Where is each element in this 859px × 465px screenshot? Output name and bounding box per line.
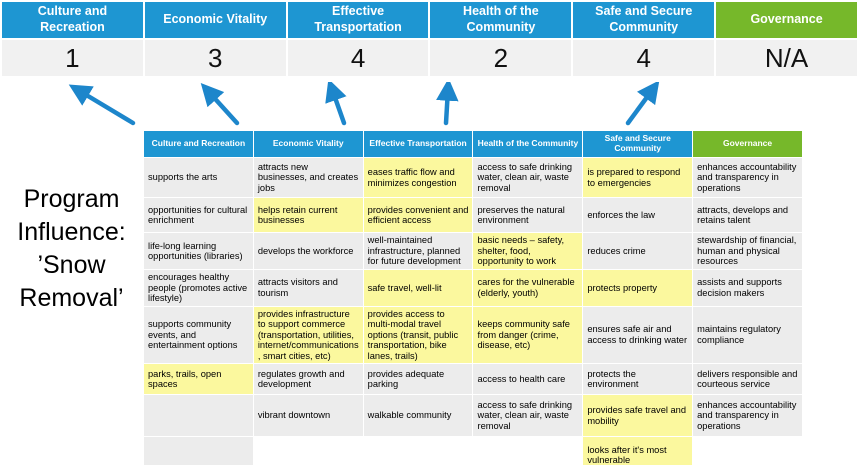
score-culture: 1 [2,40,143,76]
matrix-cell: enforces the law [582,197,694,233]
matrix-cell: provides access to multi-modal travel op… [362,305,474,364]
score-health: 2 [430,40,572,76]
priority-header-governance: Governance [716,2,857,38]
influence-arrow-3 [325,82,347,126]
matrix-header-transportation: Effective Transportation [362,130,474,158]
matrix-cell: opportunities for cultural enrichment [143,197,254,233]
matrix-cell: access to safe drinking water, clean air… [472,157,584,198]
matrix-cell [143,394,254,437]
matrix-cell: supports the arts [143,157,254,198]
priority-header-culture: Culture and Recreation [2,2,143,38]
matrix-cell: looks after it's most vulnerable [582,436,694,465]
matrix-cell [362,436,474,465]
matrix-header-health: Health of the Community [472,130,584,158]
matrix-cell: helps retain current businesses [252,197,364,233]
matrix-cell: vibrant downtown [252,394,364,437]
influence-arrow-2 [200,82,240,126]
influence-matrix: Culture and Recreation Economic Vitality… [143,130,803,465]
score-transportation: 4 [287,40,429,76]
matrix-cell: preserves the natural environment [472,197,584,233]
matrix-row: life-long learning opportunities (librar… [143,232,803,270]
matrix-row: looks after it's most vulnerable [143,436,803,465]
matrix-row: parks, trails, open spaces regulates gro… [143,363,803,395]
matrix-cell: stewardship of financial, human and phys… [692,232,803,270]
matrix-cell: assists and supports decision makers [692,269,803,307]
matrix-cell [143,436,254,465]
matrix-row: supports the arts attracts new businesse… [143,157,803,198]
matrix-cell: enhances accountability and transparency… [692,394,803,437]
priority-header-transportation: Effective Transportation [287,2,429,38]
matrix-cell: walkable community [362,394,474,437]
matrix-cell: access to safe drinking water, clean air… [472,394,584,437]
matrix-cell: protects property [582,269,694,307]
matrix-cell: reduces crime [582,232,694,270]
matrix-cell: provides convenient and efficient access [362,197,474,233]
matrix-row: opportunities for cultural enrichment he… [143,197,803,233]
score-band: 1 3 4 2 4 N/A [2,40,857,76]
priority-header-band: Culture and Recreation Economic Vitality… [2,2,857,38]
score-safety: 4 [573,40,715,76]
matrix-cell: parks, trails, open spaces [143,363,254,395]
matrix-cell: develops the workforce [252,232,364,270]
matrix-cell: provides infrastructure to support comme… [252,305,364,364]
matrix-cell: attracts new businesses, and creates job… [252,157,364,198]
arrows-layer [68,82,660,126]
priority-header-economic: Economic Vitality [144,2,286,38]
matrix-cell: enhances accountability and transparency… [692,157,803,198]
matrix-cell: is prepared to respond to emergencies [582,157,694,198]
matrix-row: supports community events, and entertain… [143,305,803,364]
matrix-cell: protects the environment [582,363,694,395]
matrix-header-safety: Safe and Secure Community [582,130,694,158]
influence-arrow-1 [68,84,136,126]
matrix-header-economic: Economic Vitality [252,130,364,158]
matrix-cell: provides safe travel and mobility [582,394,694,437]
matrix-cell: ensures safe air and access to drinking … [582,305,694,364]
matrix-header-culture: Culture and Recreation [143,130,254,158]
matrix-cell: delivers responsible and courteous servi… [692,363,803,395]
matrix-cell [472,436,584,465]
matrix-header-row: Culture and Recreation Economic Vitality… [143,130,803,158]
matrix-cell: life-long learning opportunities (librar… [143,232,254,270]
matrix-cell: safe travel, well-lit [362,269,474,307]
priority-header-safety: Safe and Secure Community [573,2,715,38]
priority-header-health: Health of the Community [430,2,572,38]
matrix-cell: provides adequate parking [362,363,474,395]
matrix-cell: keeps community safe from danger (crime,… [472,305,584,364]
matrix-cell: well-maintained infrastructure, planned … [362,232,474,270]
matrix-header-governance: Governance [692,130,803,158]
score-governance: N/A [716,40,857,76]
matrix-cell: supports community events, and entertain… [143,305,254,364]
matrix-cell [692,436,803,465]
matrix-cell: maintains regulatory compliance [692,305,803,364]
program-influence-label: Program Influence: ’Snow Removal’ [17,185,126,312]
matrix-cell: attracts, develops and retains talent [692,197,803,233]
matrix-cell: basic needs – safety, shelter, food, opp… [472,232,584,270]
matrix-row: encourages healthy people (promotes acti… [143,269,803,307]
matrix-cell: regulates growth and development [252,363,364,395]
matrix-cell [252,436,364,465]
matrix-cell: cares for the vulnerable (elderly, youth… [472,269,584,307]
matrix-cell: encourages healthy people (promotes acti… [143,269,254,307]
matrix-cell: attracts visitors and tourism [252,269,364,307]
score-economic: 3 [144,40,286,76]
matrix-cell: eases traffic flow and minimizes congest… [362,157,474,198]
influence-arrow-5 [625,82,660,126]
matrix-row: vibrant downtown walkable community acce… [143,394,803,437]
influence-arrow-4 [436,82,459,126]
matrix-cell: access to health care [472,363,584,395]
